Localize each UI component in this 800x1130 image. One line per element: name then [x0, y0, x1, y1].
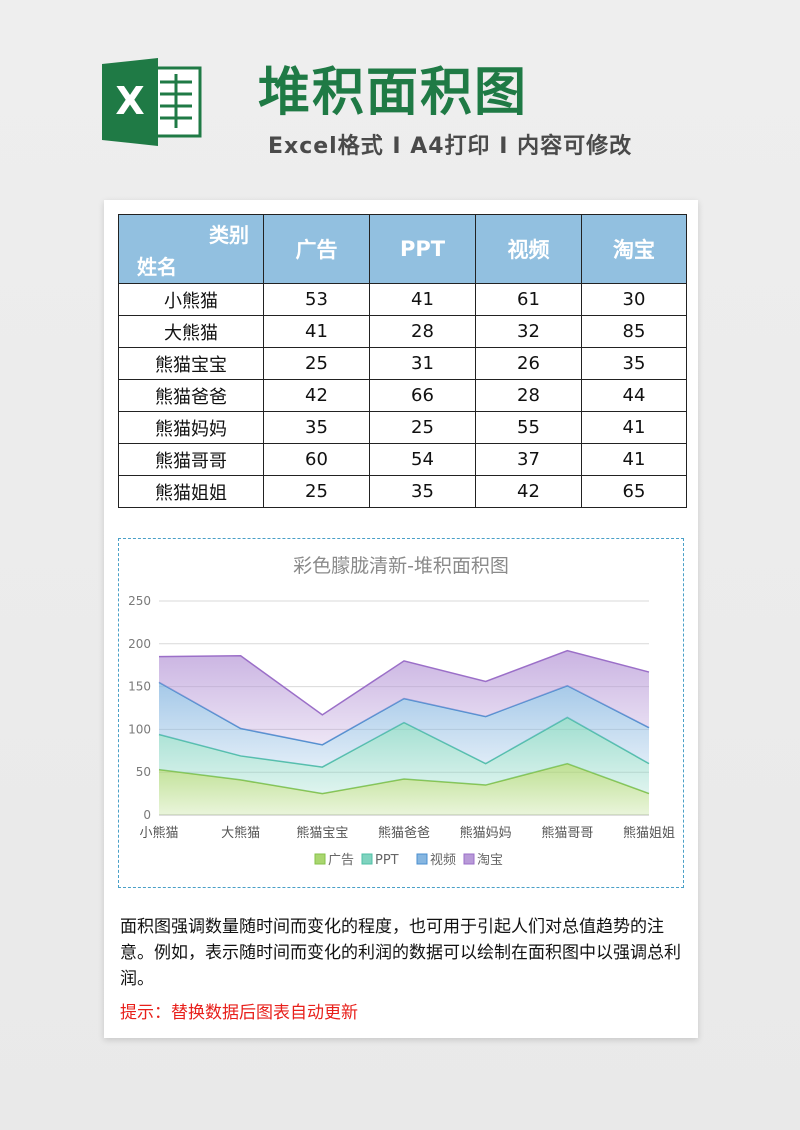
row-name-cell: 大熊猫	[118, 315, 264, 348]
y-tick-label: 250	[128, 594, 151, 608]
table-cell: 53	[263, 283, 370, 316]
table-cell: 61	[475, 283, 582, 316]
table-row: 熊猫妈妈 35 25 55 41	[118, 411, 687, 444]
column-header: 淘宝	[581, 214, 687, 284]
chart-title: 彩色朦胧清新-堆积面积图	[293, 555, 509, 577]
table-cell: 26	[475, 347, 582, 380]
table-row: 熊猫姐姐 25 35 42 65	[118, 475, 687, 508]
table-row: 熊猫哥哥 60 54 37 41	[118, 443, 687, 476]
series-line-淘宝	[158, 649, 650, 716]
stacked-area-chart: 0 50 100 150 200 250 小熊猫 大熊猫 熊猫宝宝 熊猫爸爸 熊猫妈妈 熊猫哥哥 熊猫姐…	[128, 594, 675, 868]
table-cell: 66	[369, 379, 476, 412]
table-cell: 28	[369, 315, 476, 348]
table-cell: 25	[369, 411, 476, 444]
data-table: 类别 姓名 广告 PPT 视频 淘宝 小熊猫 53 41 61 30 大熊猫 4…	[118, 214, 687, 508]
area-series-淘宝	[159, 650, 649, 745]
table-row: 小熊猫 53 41 61 30	[118, 283, 687, 316]
y-tick-label: 100	[128, 722, 151, 736]
table-cell: 41	[263, 315, 370, 348]
table-header-row: 类别 姓名 广告 PPT 视频 淘宝	[118, 214, 687, 284]
table-row: 熊猫宝宝 25 31 26 35	[118, 347, 687, 380]
tip-text: 提示：替换数据后图表自动更新	[120, 1003, 358, 1023]
row-name-cell: 熊猫宝宝	[118, 347, 264, 380]
x-tick-label: 小熊猫	[139, 825, 178, 841]
excel-logo-icon: X	[100, 58, 204, 146]
table-cell: 35	[581, 347, 687, 380]
table-cell: 28	[475, 379, 582, 412]
area-series-PPT	[159, 717, 649, 794]
page-subtitle: Excel格式 I A4打印 I 内容可修改	[268, 134, 633, 159]
row-name-cell: 小熊猫	[118, 283, 264, 316]
table-cell: 37	[475, 443, 582, 476]
x-tick-label: 熊猫姐姐	[623, 825, 675, 841]
area-series-广告	[159, 763, 649, 815]
table-cell: 55	[475, 411, 582, 444]
y-tick-label: 50	[136, 765, 151, 779]
table-cell: 25	[263, 475, 370, 508]
x-tick-label: 大熊猫	[221, 825, 260, 841]
table-cell: 42	[263, 379, 370, 412]
y-tick-label: 0	[143, 808, 151, 822]
legend-label: 视频	[430, 853, 456, 868]
table-cell: 25	[263, 347, 370, 380]
table-row: 大熊猫 41 28 32 85	[118, 315, 687, 348]
column-header: 视频	[475, 214, 582, 284]
legend-swatch	[416, 853, 428, 865]
table-cell: 35	[369, 475, 476, 508]
table-cell: 65	[581, 475, 687, 508]
legend-swatch	[463, 853, 475, 865]
corner-name-label: 姓名	[137, 255, 177, 279]
document-sheet: 类别 姓名 广告 PPT 视频 淘宝 小熊猫 53 41 61 30 大熊猫 4…	[104, 200, 698, 1038]
table-cell: 60	[263, 443, 370, 476]
column-header: 广告	[263, 214, 370, 284]
row-name-cell: 熊猫爸爸	[118, 379, 264, 412]
legend-label: PPT	[375, 853, 399, 868]
x-tick-label: 熊猫妈妈	[460, 825, 512, 841]
legend-swatch	[361, 853, 373, 865]
x-tick-label: 熊猫哥哥	[541, 825, 593, 841]
table-cell: 42	[475, 475, 582, 508]
column-header: PPT	[369, 214, 476, 284]
table-cell: 54	[369, 443, 476, 476]
table-cell: 41	[369, 283, 476, 316]
legend-label: 广告	[328, 853, 354, 868]
table-cell: 41	[581, 443, 687, 476]
x-tick-label: 熊猫宝宝	[296, 825, 348, 841]
table-cell: 44	[581, 379, 687, 412]
x-tick-label: 熊猫爸爸	[378, 825, 430, 841]
table-cell: 35	[263, 411, 370, 444]
chart-container: 彩色朦胧清新-堆积面积图 0 50 100 150 200 250 小熊猫 大熊猫 熊猫宝宝 熊猫…	[118, 538, 684, 888]
corner-category-label: 类别	[209, 223, 249, 247]
table-corner-cell: 类别 姓名	[118, 214, 264, 284]
y-tick-label: 150	[128, 680, 151, 694]
page-title: 堆积面积图	[258, 63, 529, 123]
logo-letter: X	[115, 79, 144, 123]
y-tick-label: 200	[128, 637, 151, 651]
table-cell: 32	[475, 315, 582, 348]
area-series-视频	[159, 682, 649, 768]
row-name-cell: 熊猫妈妈	[118, 411, 264, 444]
row-name-cell: 熊猫哥哥	[118, 443, 264, 476]
legend-label: 淘宝	[477, 853, 503, 868]
table-cell: 30	[581, 283, 687, 316]
table-row: 熊猫爸爸 42 66 28 44	[118, 379, 687, 412]
row-name-cell: 熊猫姐姐	[118, 475, 264, 508]
legend-swatch	[314, 853, 326, 865]
table-cell: 41	[581, 411, 687, 444]
table-cell: 31	[369, 347, 476, 380]
description-text: 面积图强调数量随时间而变化的程度，也可用于引起人们对总值趋势的注意。例如，表示随…	[120, 917, 681, 989]
table-cell: 85	[581, 315, 687, 348]
